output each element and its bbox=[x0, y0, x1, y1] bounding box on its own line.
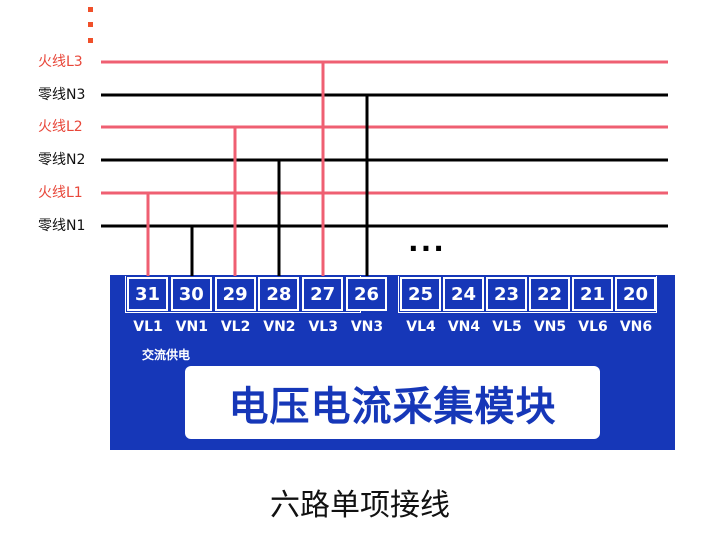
terminal-28: 28 bbox=[258, 277, 300, 311]
terminal-name: VL2 bbox=[220, 319, 251, 335]
terminal-27: 27 bbox=[302, 277, 344, 311]
wire-label: 零线N2 bbox=[38, 152, 86, 168]
terminal-22: 22 bbox=[529, 277, 570, 311]
caption: 六路单项接线 bbox=[270, 488, 450, 523]
terminal-25: 25 bbox=[400, 277, 441, 311]
module-title: 电压电流采集模块 bbox=[228, 383, 557, 430]
terminal-name: VN4 bbox=[447, 319, 481, 335]
terminal-name: VN2 bbox=[263, 319, 296, 335]
terminal-31: 31 bbox=[127, 277, 168, 311]
terminal-name: VL3 bbox=[308, 319, 338, 335]
wire-label: 零线N3 bbox=[38, 87, 86, 103]
ellipsis-dot bbox=[88, 22, 93, 27]
wire-label: 火线L1 bbox=[38, 185, 83, 201]
wire-label: 火线L2 bbox=[38, 119, 83, 135]
terminal-name: VL5 bbox=[492, 319, 522, 335]
terminal-group-2-frame bbox=[398, 276, 657, 313]
terminal-24: 24 bbox=[443, 277, 484, 311]
ellipsis-dot bbox=[88, 7, 93, 12]
terminal-name: VL1 bbox=[133, 319, 163, 335]
terminal-name: VN3 bbox=[350, 319, 384, 335]
ellipsis-dot bbox=[88, 38, 93, 43]
terminal-26: 26 bbox=[346, 277, 387, 311]
terminal-name: VN6 bbox=[619, 319, 653, 335]
module-title-plate: 电压电流采集模块 bbox=[185, 366, 600, 439]
wire-label: 零线N1 bbox=[38, 218, 86, 234]
terminal-name: VN5 bbox=[533, 319, 567, 335]
terminal-name: VN1 bbox=[175, 319, 208, 335]
more-terminals-ellipsis: ··· bbox=[408, 232, 446, 265]
wire-label: 火线L3 bbox=[38, 54, 83, 70]
terminal-29: 29 bbox=[214, 277, 256, 311]
terminal-23: 23 bbox=[486, 277, 527, 311]
terminal-30: 30 bbox=[170, 277, 212, 311]
terminal-20: 20 bbox=[615, 277, 656, 311]
terminal-name: VL4 bbox=[406, 319, 436, 335]
terminal-name: VL6 bbox=[578, 319, 608, 335]
supply-label: 交流供电 bbox=[142, 348, 191, 362]
terminal-21: 21 bbox=[572, 277, 613, 311]
